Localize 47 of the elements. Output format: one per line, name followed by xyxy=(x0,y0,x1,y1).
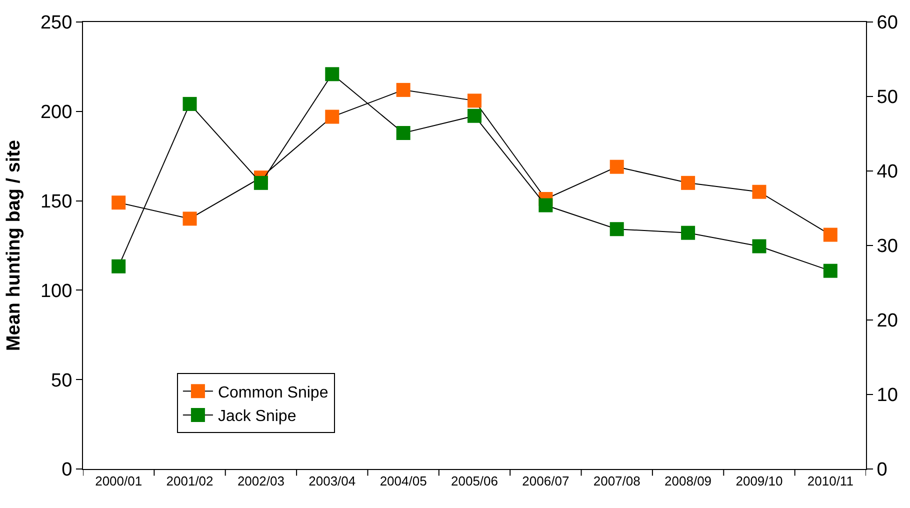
point xyxy=(468,108,482,123)
point xyxy=(182,212,197,226)
point xyxy=(182,96,197,111)
y2-tick-label: 50 xyxy=(876,87,898,108)
x-tick-label: 2007/08 xyxy=(593,474,640,489)
y2-tick-label: 30 xyxy=(876,236,898,258)
point xyxy=(681,226,696,240)
point xyxy=(752,184,766,199)
y2-tick-label: 20 xyxy=(876,310,898,332)
x-tick-label: 2005/06 xyxy=(451,474,498,489)
point xyxy=(610,222,624,236)
y-tick-label: 200 xyxy=(40,102,72,124)
point xyxy=(538,198,553,212)
point xyxy=(823,264,838,278)
y-tick-label: 0 xyxy=(62,460,72,481)
y-tick-label: 250 xyxy=(40,12,72,34)
y-tick-label: 100 xyxy=(40,280,72,302)
y2-tick-label: 10 xyxy=(876,385,898,406)
x-tick-label: 2000/01 xyxy=(95,474,142,489)
x-tick-label: 2008/09 xyxy=(664,474,712,489)
point xyxy=(823,228,838,242)
legend-label: Common Snipe xyxy=(218,384,328,402)
x-tick-label: 2009/10 xyxy=(736,474,783,489)
y2-tick-label: 0 xyxy=(876,460,888,481)
point xyxy=(396,82,410,97)
point xyxy=(325,110,340,124)
x-tick-label: 2006/07 xyxy=(522,474,570,489)
legend-label: Jack Snipe xyxy=(218,408,296,426)
x-tick-label: 2004/05 xyxy=(380,474,427,489)
y-axis-title: Mean hunting bag / site xyxy=(3,140,24,352)
y2-tick-label: 40 xyxy=(876,162,898,183)
point xyxy=(112,196,126,210)
point xyxy=(610,160,624,174)
x-tick-label: 2001/02 xyxy=(166,474,214,489)
point xyxy=(325,67,340,82)
y2-tick-label: 60 xyxy=(876,12,898,34)
y-tick-label: 50 xyxy=(51,370,72,392)
point xyxy=(254,176,268,190)
point xyxy=(112,259,126,274)
x-tick-label: 2010/11 xyxy=(807,474,854,489)
point xyxy=(681,176,696,190)
x-tick-label: 2003/04 xyxy=(308,474,356,489)
x-tick-label: 2002/03 xyxy=(237,474,284,489)
point xyxy=(396,126,410,140)
y-tick-label: 150 xyxy=(40,191,72,212)
point xyxy=(752,239,766,254)
point xyxy=(468,94,482,108)
